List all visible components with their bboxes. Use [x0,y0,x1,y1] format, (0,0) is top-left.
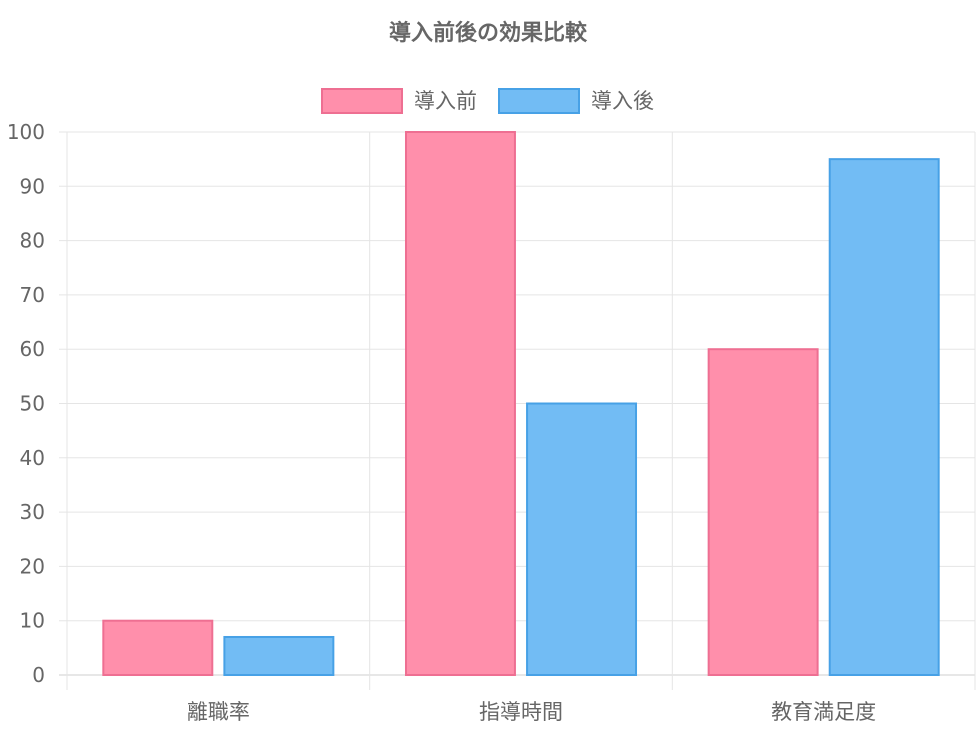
legend-swatch [498,88,580,114]
chart-title: 導入前後の効果比較 [389,20,588,46]
y-tick-label: 70 [20,283,45,307]
bar-before[interactable] [707,348,819,676]
y-tick-label: 10 [20,609,45,633]
x-axis: 離職率 指導時間 教育満足度 [187,700,876,724]
bars [102,131,940,677]
y-tick-label: 60 [20,337,45,361]
y-tick-label: 50 [20,392,45,416]
y-tick-label: 20 [20,554,45,578]
bar-before[interactable] [404,131,516,676]
bar-after[interactable] [828,158,940,676]
grid [59,131,976,690]
y-tick-label: 100 [7,120,45,144]
legend-swatch [321,88,403,114]
bar-after[interactable] [526,402,638,676]
x-tick-label: 指導時間 [479,700,563,724]
bar-before[interactable] [102,619,214,677]
legend: 導入前 導入後 [321,88,654,114]
bar-after[interactable] [223,635,335,676]
x-tick-label: 離職率 [187,700,250,724]
y-axis: 0 10 20 30 40 50 60 70 80 90 100 [7,120,45,687]
x-tick-label: 教育満足度 [771,700,876,724]
y-tick-label: 90 [20,174,45,198]
y-tick-label: 80 [20,229,45,253]
y-tick-label: 30 [20,500,45,524]
legend-label[interactable]: 導入前 [414,89,477,113]
legend-label[interactable]: 導入後 [591,89,654,113]
y-tick-label: 40 [20,446,45,470]
y-tick-label: 0 [32,663,45,687]
